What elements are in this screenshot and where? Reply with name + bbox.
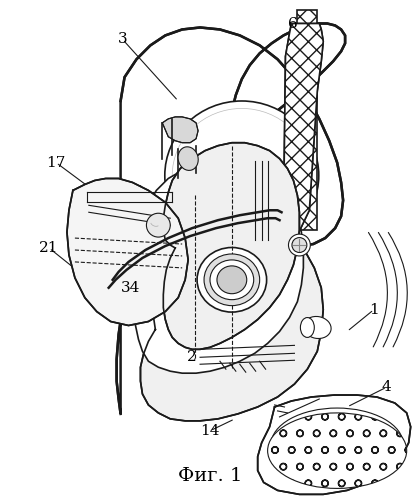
Polygon shape (163, 143, 299, 349)
Ellipse shape (165, 101, 319, 250)
Ellipse shape (210, 260, 254, 300)
Polygon shape (297, 9, 317, 230)
Polygon shape (136, 163, 303, 373)
Ellipse shape (292, 238, 307, 252)
Text: 4: 4 (382, 380, 392, 394)
Text: 1: 1 (369, 302, 379, 316)
Polygon shape (140, 171, 297, 248)
Ellipse shape (268, 413, 407, 489)
Text: Фиг. 1: Фиг. 1 (178, 468, 242, 486)
Polygon shape (67, 179, 188, 325)
Text: 34: 34 (121, 281, 140, 295)
Text: 14: 14 (200, 424, 220, 438)
Ellipse shape (204, 254, 260, 305)
Polygon shape (117, 23, 345, 414)
Polygon shape (162, 117, 198, 143)
Text: 21: 21 (39, 241, 59, 255)
Ellipse shape (197, 248, 267, 312)
Text: 17: 17 (46, 156, 66, 170)
Ellipse shape (178, 147, 198, 170)
Text: 6: 6 (288, 16, 297, 30)
Polygon shape (284, 23, 323, 248)
Circle shape (147, 213, 170, 237)
Polygon shape (258, 395, 411, 495)
Ellipse shape (217, 266, 247, 294)
Polygon shape (284, 23, 323, 248)
Ellipse shape (304, 316, 331, 338)
Ellipse shape (300, 317, 314, 337)
Ellipse shape (289, 234, 310, 256)
Text: 3: 3 (118, 32, 127, 46)
Text: 2: 2 (187, 350, 197, 364)
Polygon shape (140, 198, 323, 421)
